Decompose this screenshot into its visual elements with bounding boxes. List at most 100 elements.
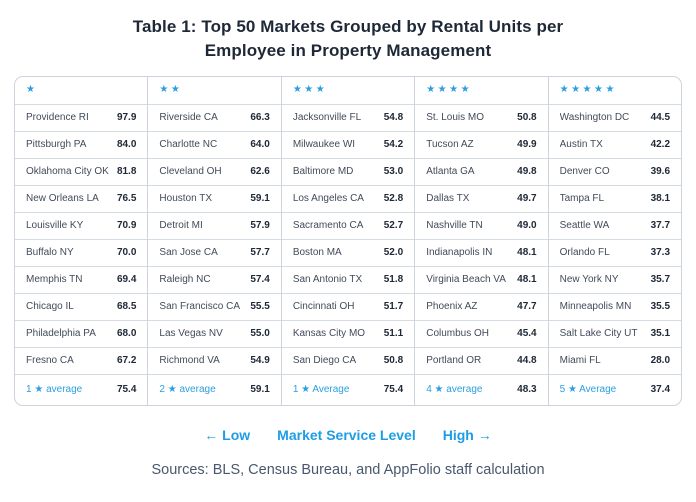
star-group-column-1: ★ Providence RI 97.9 Pittsburgh PA 84.0 Oklah…: [15, 77, 148, 405]
market-name: Los Angeles CA: [292, 193, 364, 205]
average-label: 4 ★ average: [426, 384, 483, 396]
market-row: Washington DC 44.5: [548, 103, 681, 131]
market-value: 54.8: [383, 112, 404, 124]
market-row: Austin TX 42.2: [548, 130, 681, 158]
market-name: Kansas City MO: [292, 328, 366, 340]
star-group-column-5: ★★★★★ Washington DC 44.5 Austin TX 42.2 Denve…: [547, 76, 681, 405]
legend-title: Market Service Level: [277, 426, 416, 443]
market-row: San Jose CA 57.7: [148, 238, 281, 266]
average-row: 2 ★ average 59.1: [148, 373, 281, 405]
market-row: Cleveland OH 62.6: [148, 157, 281, 185]
market-value: 37.7: [650, 220, 671, 232]
market-name: Chicago IL: [26, 301, 74, 313]
market-value: 48.1: [517, 247, 537, 259]
market-row: Salt Lake City UT 35.1: [548, 319, 681, 347]
market-row: Richmond VA 54.9: [148, 346, 281, 374]
market-name: New Orleans LA: [26, 193, 99, 205]
market-row: Sacramento CA 52.7: [281, 211, 415, 239]
market-name: Tampa FL: [559, 193, 605, 205]
market-value: 70.9: [116, 220, 137, 232]
star-rating-icon: ★★★: [292, 84, 328, 96]
column-header: ★★: [148, 77, 280, 104]
market-name: Minneapolis MN: [559, 301, 632, 313]
market-name: Richmond VA: [159, 355, 220, 367]
market-name: Memphis TN: [26, 274, 83, 286]
market-name: Miami FL: [559, 355, 601, 367]
market-value: 44.5: [650, 112, 671, 124]
market-row: Louisville KY 70.9: [15, 211, 148, 239]
market-value: 76.5: [116, 193, 137, 205]
average-row: 5 ★ Average 37.4: [548, 373, 681, 405]
market-value: 59.1: [250, 193, 270, 205]
market-row: Baltimore MD 53.0: [281, 157, 415, 185]
average-row: 1 ★ Average 75.4: [281, 373, 415, 405]
average-label: 1 ★ average: [26, 384, 83, 396]
average-label: 1 ★ Average: [292, 384, 350, 396]
market-row: New York NY 35.7: [548, 265, 681, 293]
market-value: 51.7: [383, 301, 404, 313]
market-value: 35.5: [650, 301, 671, 313]
market-name: Baltimore MD: [292, 166, 354, 178]
market-row: Philadelphia PA 68.0: [15, 319, 148, 347]
average-value: 75.4: [383, 384, 404, 396]
market-name: Pittsburgh PA: [26, 139, 87, 151]
market-value: 70.0: [116, 247, 137, 259]
market-name: Raleigh NC: [159, 274, 211, 286]
markets-table: ★ Providence RI 97.9 Pittsburgh PA 84.0 Oklah…: [14, 75, 682, 406]
market-row: Nashville TN 49.0: [415, 211, 548, 239]
market-row: Columbus OH 45.4: [415, 319, 548, 347]
star-rating-icon: ★★★★★: [559, 84, 617, 96]
market-name: Louisville KY: [26, 220, 84, 232]
average-label: 5 ★ Average: [559, 384, 617, 396]
market-name: Indianapolis IN: [426, 247, 493, 259]
average-value: 75.4: [116, 384, 137, 396]
market-name: Milwaukee WI: [292, 139, 356, 151]
market-name: Boston MA: [292, 247, 342, 259]
market-value: 55.5: [250, 301, 270, 313]
market-name: Charlotte NC: [159, 139, 218, 151]
market-row: Atlanta GA 49.8: [415, 157, 548, 185]
market-row: Riverside CA 66.3: [148, 103, 281, 131]
market-name: New York NY: [559, 274, 619, 286]
market-row: Indianapolis IN 48.1: [415, 238, 548, 266]
market-value: 45.4: [517, 328, 537, 340]
market-row: Miami FL 28.0: [548, 346, 681, 374]
market-name: Orlando FL: [559, 247, 610, 259]
market-name: Dallas TX: [426, 193, 470, 205]
market-value: 35.7: [650, 274, 671, 286]
market-name: St. Louis MO: [426, 112, 485, 124]
market-value: 62.6: [250, 166, 270, 178]
market-name: Philadelphia PA: [26, 328, 96, 340]
market-row: Dallas TX 49.7: [415, 184, 548, 212]
market-name: Denver CO: [559, 166, 610, 178]
market-name: Oklahoma City OK: [26, 166, 109, 178]
market-name: Jacksonville FL: [292, 112, 362, 124]
star-rating-icon: ★★★★: [426, 84, 473, 96]
market-value: 49.8: [517, 166, 537, 178]
market-row: Fresno CA 67.2: [15, 346, 148, 374]
market-value: 53.0: [383, 166, 404, 178]
market-name: Phoenix AZ: [426, 301, 478, 313]
market-name: Atlanta GA: [426, 166, 475, 178]
market-value: 51.8: [383, 274, 404, 286]
market-service-level-legend: ← Low Market Service Level High →: [0, 427, 696, 443]
market-name: Buffalo NY: [26, 247, 74, 259]
average-row: 1 ★ average 75.4: [15, 373, 148, 405]
market-row: Cincinnati OH 51.7: [281, 292, 415, 320]
market-row: Kansas City MO 51.1: [281, 319, 415, 347]
market-row: Charlotte NC 64.0: [148, 130, 281, 158]
market-value: 84.0: [116, 139, 137, 151]
market-value: 39.6: [650, 166, 671, 178]
sources-text: Sources: BLS, Census Bureau, and AppFoli…: [151, 461, 545, 478]
market-value: 28.0: [650, 355, 671, 367]
market-value: 54.9: [250, 355, 270, 367]
market-name: Virginia Beach VA: [426, 274, 506, 286]
market-name: Columbus OH: [426, 328, 490, 340]
market-value: 37.3: [650, 247, 671, 259]
column-header: ★★★★★: [549, 77, 681, 104]
market-row: Las Vegas NV 55.0: [148, 319, 281, 347]
market-row: Seattle WA 37.7: [548, 211, 681, 239]
market-row: Detroit MI 57.9: [148, 211, 281, 239]
market-value: 55.0: [250, 328, 270, 340]
market-row: Raleigh NC 57.4: [148, 265, 281, 293]
